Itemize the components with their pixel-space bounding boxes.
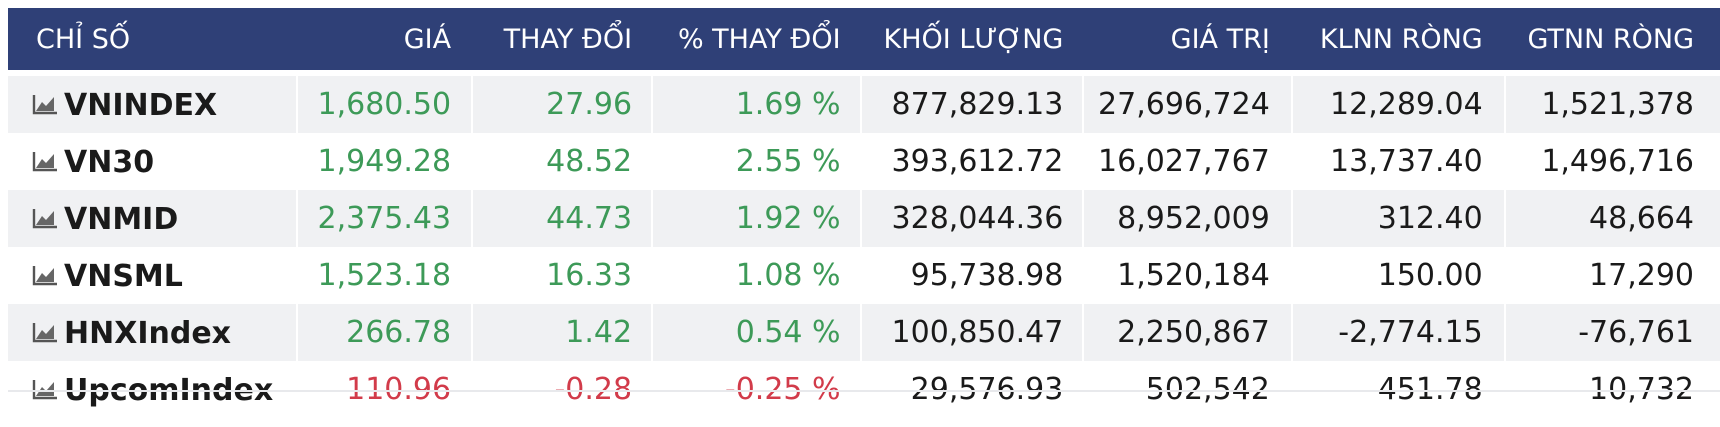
change-cell: -0.28 (471, 361, 652, 418)
column-header-value[interactable]: GIÁ TRỊ (1082, 8, 1291, 70)
foreign-net-volume-cell: 12,289.04 (1290, 70, 1504, 133)
price-cell: 110.96 (295, 361, 472, 418)
index-name-cell[interactable]: VNINDEX (8, 70, 296, 133)
index-name-cell[interactable]: VNMID (8, 190, 296, 247)
price-cell: 1,949.28 (295, 133, 472, 190)
column-header-foreign-net-volume[interactable]: KLNN RÒNG (1290, 8, 1504, 70)
column-header-volume[interactable]: KHỐI LƯỢNG (859, 8, 1083, 70)
index-name[interactable]: VNSML (64, 258, 183, 294)
volume-cell: 100,850.47 (859, 304, 1083, 361)
pct-change-cell: 0.54 % (651, 304, 860, 361)
pct-change-cell: 1.92 % (651, 190, 860, 247)
pct-change-cell: 2.55 % (651, 133, 860, 190)
change-cell: 27.96 (471, 70, 652, 133)
value-cell: 16,027,767 (1082, 133, 1291, 190)
line-chart-icon (32, 379, 57, 399)
foreign-net-value-cell: -76,761 (1503, 304, 1720, 361)
column-header-pct-change[interactable]: % THAY ĐỔI (651, 8, 860, 70)
value-cell: 27,696,724 (1082, 70, 1291, 133)
line-chart-icon (32, 94, 57, 114)
index-name-cell[interactable]: VNSML (8, 247, 296, 304)
value-cell: 1,520,184 (1082, 247, 1291, 304)
index-name-cell[interactable]: HNXIndex (8, 304, 296, 361)
market-index-table: CHỈ SỐ GIÁ THAY ĐỔI % THAY ĐỔI KHỐI LƯỢN… (8, 8, 1720, 418)
line-chart-icon (32, 322, 57, 342)
index-name[interactable]: VNMID (64, 201, 179, 237)
column-header-price[interactable]: GIÁ (295, 8, 472, 70)
table-header: CHỈ SỐ GIÁ THAY ĐỔI % THAY ĐỔI KHỐI LƯỢN… (8, 8, 1720, 70)
change-cell: 1.42 (471, 304, 652, 361)
foreign-net-value-cell: 10,732 (1503, 361, 1720, 418)
change-cell: 44.73 (471, 190, 652, 247)
index-name[interactable]: VN30 (64, 144, 155, 180)
pct-change-cell: 1.08 % (651, 247, 860, 304)
volume-cell: 877,829.13 (859, 70, 1083, 133)
pct-change-cell: -0.25 % (651, 361, 860, 418)
foreign-net-value-cell: 1,521,378 (1503, 70, 1720, 133)
foreign-net-value-cell: 1,496,716 (1503, 133, 1720, 190)
value-cell: 8,952,009 (1082, 190, 1291, 247)
column-header-change[interactable]: THAY ĐỔI (471, 8, 652, 70)
foreign-net-volume-cell: 13,737.40 (1290, 133, 1504, 190)
pct-change-cell: 1.69 % (651, 70, 860, 133)
value-cell: 2,250,867 (1082, 304, 1291, 361)
index-name[interactable]: HNXIndex (64, 315, 232, 351)
market-index-table-container: CHỈ SỐ GIÁ THAY ĐỔI % THAY ĐỔI KHỐI LƯỢN… (8, 8, 1720, 418)
column-header-index[interactable]: CHỈ SỐ (8, 8, 296, 70)
volume-cell: 393,612.72 (859, 133, 1083, 190)
foreign-net-volume-cell: 150.00 (1290, 247, 1504, 304)
volume-cell: 29,576.93 (859, 361, 1083, 418)
price-cell: 2,375.43 (295, 190, 472, 247)
line-chart-icon (32, 265, 57, 285)
table-row[interactable]: VN30 1,949.28 48.52 2.55 % 393,612.72 16… (8, 133, 1720, 190)
column-header-foreign-net-value[interactable]: GTNN RÒNG (1503, 8, 1720, 70)
index-name-cell[interactable]: VN30 (8, 133, 296, 190)
line-chart-icon (32, 208, 57, 228)
volume-cell: 95,738.98 (859, 247, 1083, 304)
volume-cell: 328,044.36 (859, 190, 1083, 247)
table-row[interactable]: VNINDEX 1,680.50 27.96 1.69 % 877,829.13… (8, 70, 1720, 133)
foreign-net-volume-cell: 312.40 (1290, 190, 1504, 247)
foreign-net-value-cell: 48,664 (1503, 190, 1720, 247)
change-cell: 48.52 (471, 133, 652, 190)
foreign-net-volume-cell: 451.78 (1290, 361, 1504, 418)
line-chart-icon (32, 151, 57, 171)
price-cell: 1,523.18 (295, 247, 472, 304)
price-cell: 266.78 (295, 304, 472, 361)
table-bottom-divider (8, 390, 1720, 392)
table-body: VNINDEX 1,680.50 27.96 1.69 % 877,829.13… (8, 70, 1720, 418)
table-row[interactable]: VNSML 1,523.18 16.33 1.08 % 95,738.98 1,… (8, 247, 1720, 304)
change-cell: 16.33 (471, 247, 652, 304)
table-row[interactable]: VNMID 2,375.43 44.73 1.92 % 328,044.36 8… (8, 190, 1720, 247)
value-cell: 502,542 (1082, 361, 1291, 418)
foreign-net-value-cell: 17,290 (1503, 247, 1720, 304)
index-name[interactable]: VNINDEX (64, 87, 218, 123)
foreign-net-volume-cell: -2,774.15 (1290, 304, 1504, 361)
price-cell: 1,680.50 (295, 70, 472, 133)
table-row[interactable]: HNXIndex 266.78 1.42 0.54 % 100,850.47 2… (8, 304, 1720, 361)
